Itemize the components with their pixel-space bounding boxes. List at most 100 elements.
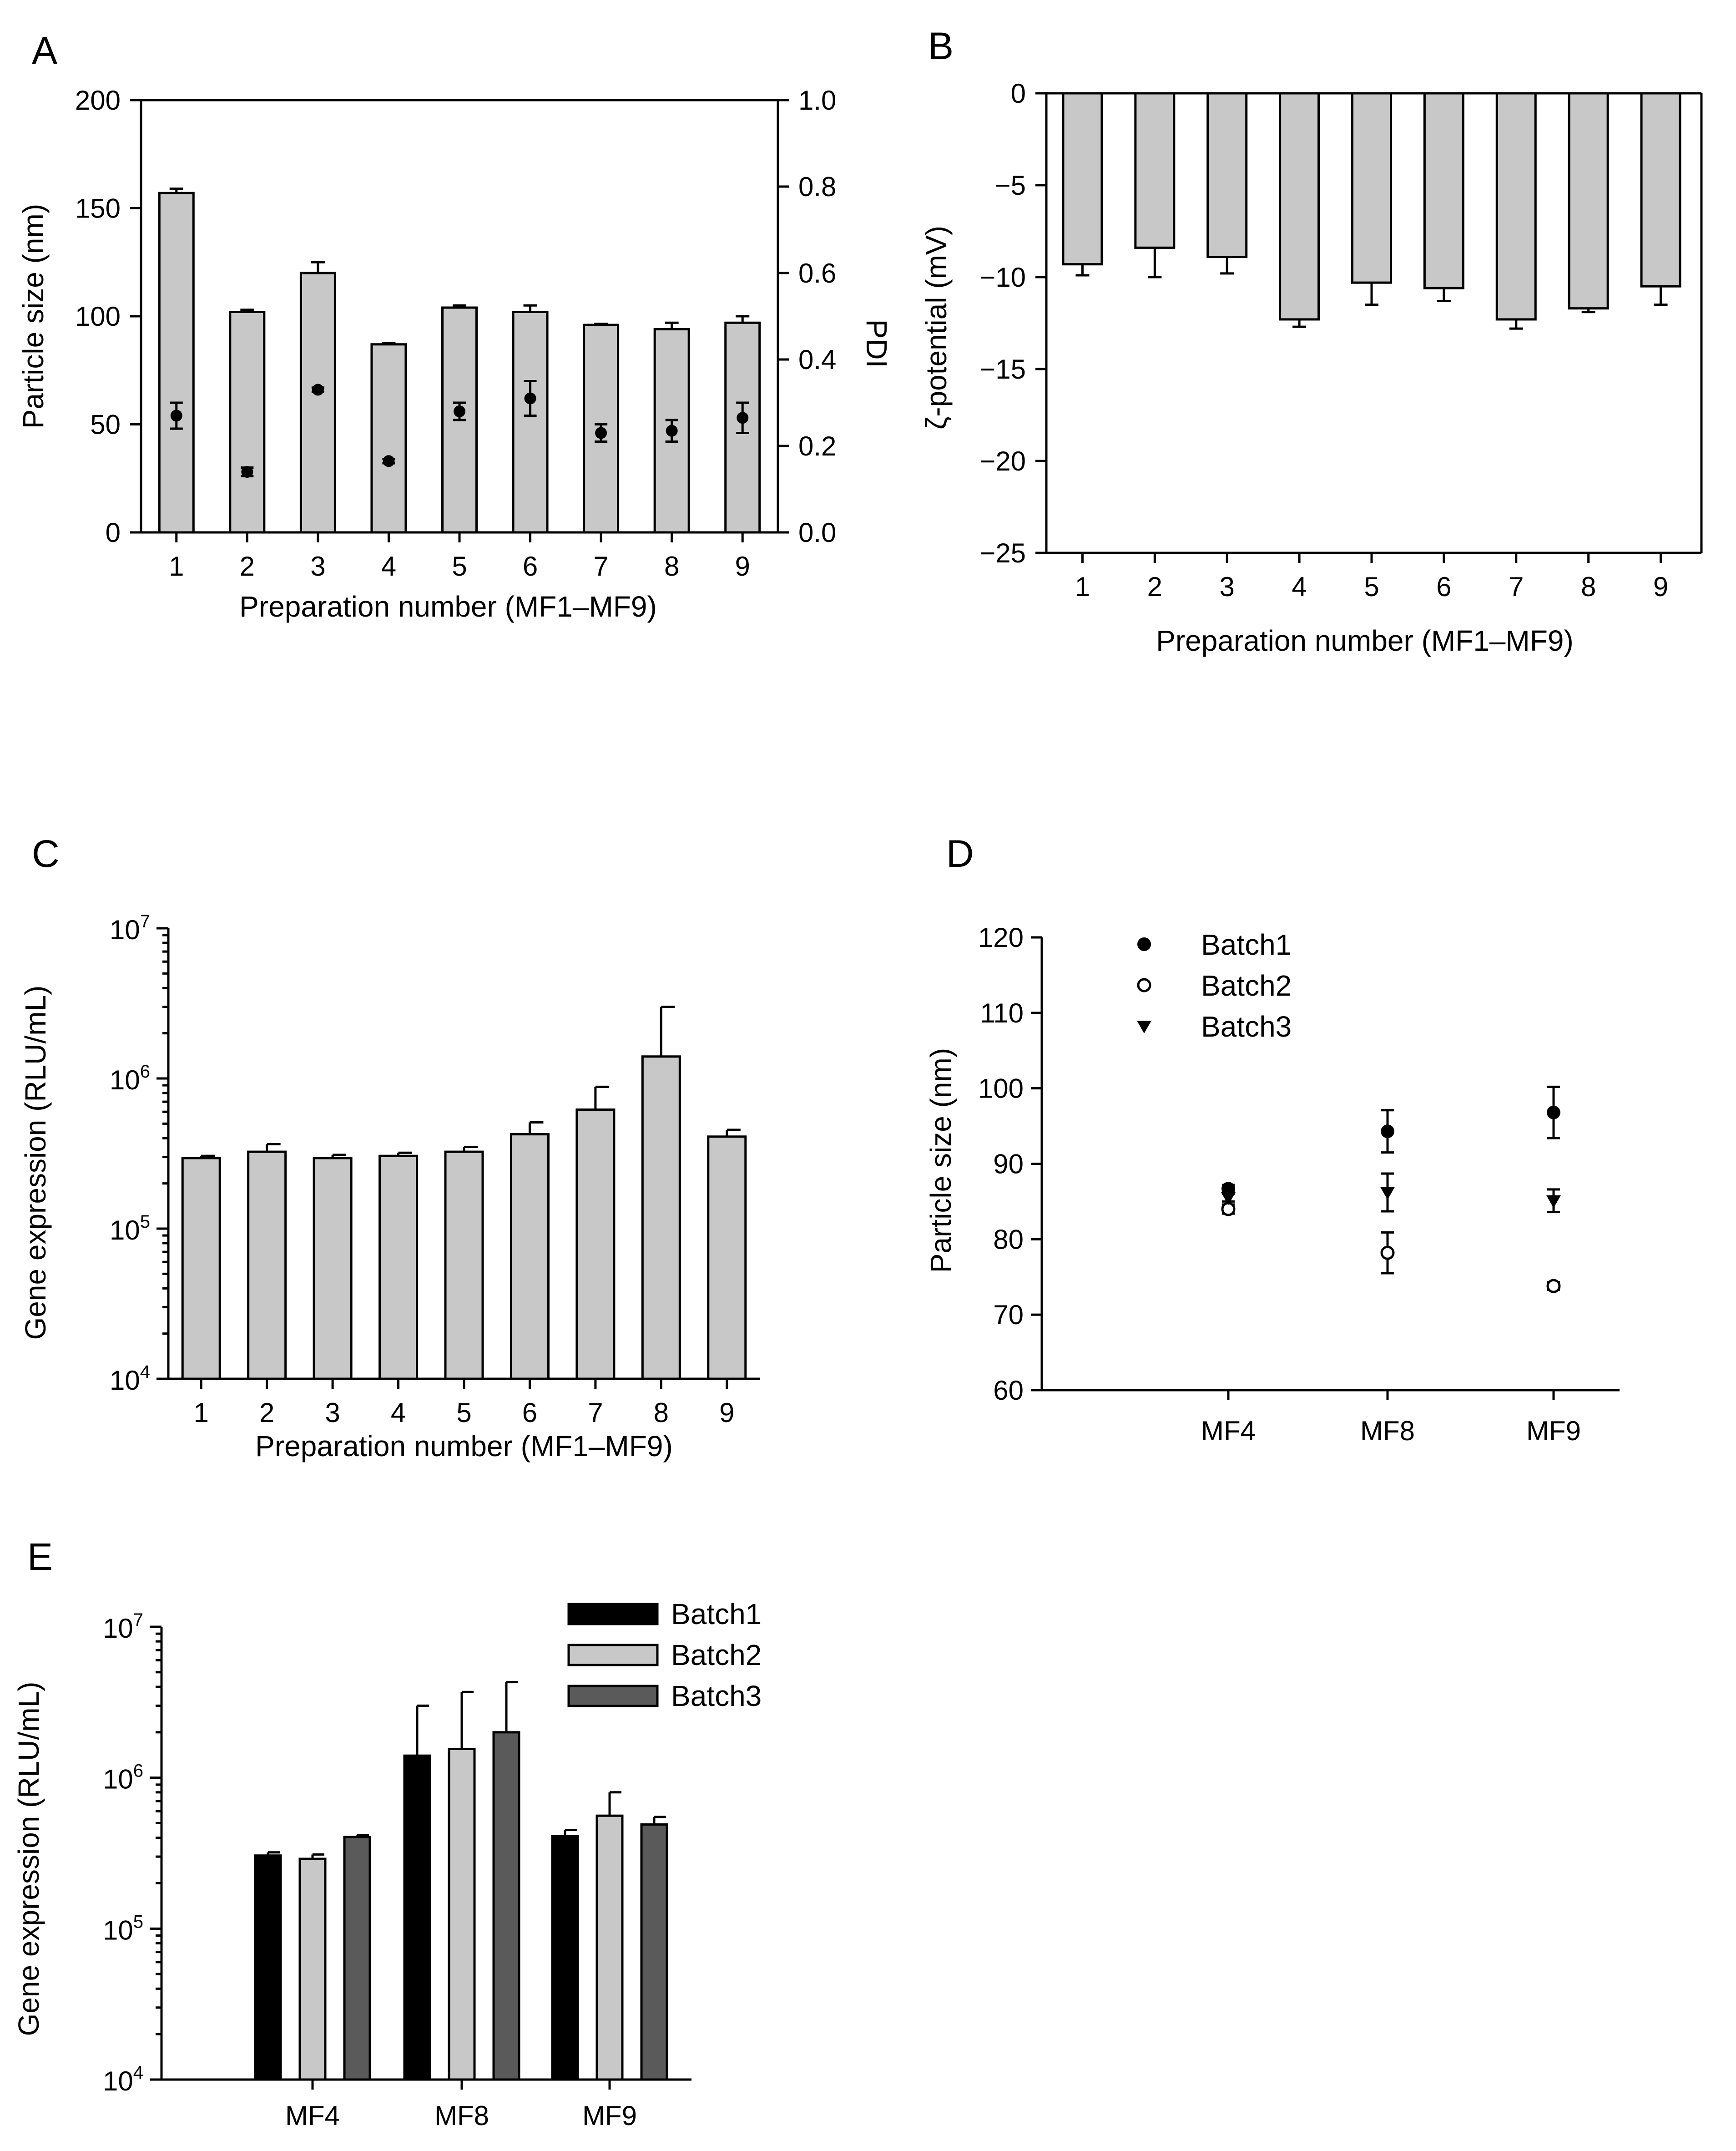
panel-a-bar-1 [158,192,195,534]
panel-b-bar-1 [1062,92,1103,266]
panel-b-bar-9 [1640,92,1681,288]
panel-d-legend-batch3-label: Batch3 [1201,1010,1292,1043]
panel-c-bar-1 [181,1157,221,1380]
panel-b-bar-8 [1568,92,1609,310]
panel-a-y-tick-label-200: 200 [75,85,121,116]
panel-a-y2-axis-title: PDI [860,319,893,368]
panel-a-x-tick-label-1: 1 [169,551,184,582]
panel-d-batch3-mf4-point [1221,1192,1236,1205]
panel-a-y-axis-title: Particle size (nm) [17,204,50,429]
panel-e-legend-batch3-label: Batch3 [671,1680,762,1712]
panel-b-x-tick-label-4: 4 [1292,572,1307,602]
panel-c-bar-3 [313,1157,353,1380]
panel-c-bar-2 [247,1150,287,1380]
panel-b-y-tick-label--20: −20 [979,446,1026,476]
panel-b-x-axis-title: Preparation number (MF1–MF9) [1156,624,1574,657]
panel-d-y-tick-label-80: 80 [993,1224,1024,1255]
panel-a-y-tick-label-100: 100 [75,301,121,332]
panel-d-batch3-mf8-point [1380,1187,1395,1200]
panel-a-y2-tick-label-0.0: 0.0 [798,517,836,548]
panel-e-bar-batch2-mf9 [595,1814,624,2081]
panel-e-y-tick-label-2: 106 [103,1761,143,1795]
panel-e-bar-batch1-mf8 [403,1754,431,2081]
panel-a-y2-tick-label-0.4: 0.4 [798,344,836,375]
panel-d-y-tick-label-110: 110 [980,998,1024,1028]
panel-a-bar-3 [299,272,336,534]
panel-e-y-axis-title: Gene expression (RLU/mL) [12,1682,45,2036]
panel-c-bar-6 [510,1133,550,1380]
panel-b-y-tick-label--15: −15 [979,354,1026,385]
panel-d-y-axis-title: Particle size (nm) [924,1048,957,1273]
panel-e-bar-batch2-mf8 [448,1748,476,2081]
panel-a-letter: A [32,29,57,72]
panel-b-y-tick-label--5: −5 [995,170,1026,201]
panel-d-batch1-mf9-point [1547,1105,1560,1119]
panel-a-pdi-point-8 [666,425,678,437]
panel-b-x-tick-label-8: 8 [1581,572,1596,602]
panel-a-x-tick-label-3: 3 [310,551,325,582]
panel-a-pdi-point-7 [595,427,607,439]
panel-e-legend-batch3-swatch [567,1685,659,1707]
panel-c-x-tick-label-8: 8 [654,1397,669,1428]
panel-b-y-tick-label-0: 0 [1011,78,1026,109]
panel-c-x-tick-label-4: 4 [391,1397,406,1428]
panel-b-x-tick-label-7: 7 [1509,572,1524,602]
panel-c-y-tick-label-1: 105 [110,1212,150,1245]
panel-e-y-tick-label-0: 104 [103,2063,143,2096]
panel-e-legend-batch1-swatch [567,1603,659,1625]
panel-a-bar-6 [512,311,549,534]
panel-a-y2-tick-label-0.6: 0.6 [798,258,836,288]
panel-c: C 1 2 3 4 5 6 7 8 9 104 105 106 107 Preparation numb… [19,832,760,1463]
panel-d-y-tick-label-90: 90 [993,1149,1024,1179]
panel-b-bar-6 [1423,92,1464,289]
panel-b-y-axis-title: ζ-potential (mV) [920,226,953,430]
panel-e-x-tick-label-MF4: MF4 [285,2100,340,2131]
panel-a-pdi-point-4 [383,455,395,467]
panel-a: A 1 2 3 4 5 6 7 8 9 0 50 100 150 200 0.0 0.2 0.4 0.6 0.8 1.… [17,29,893,623]
panel-a-y-tick-label-150: 150 [75,193,121,224]
panel-d-x-tick-label-MF9: MF9 [1526,1416,1581,1446]
panel-e-bar-batch3-mf8 [492,1731,520,2081]
panel-e-bar-batch1-mf9 [551,1835,579,2081]
panel-c-y-axis-title: Gene expression (RLU/mL) [19,986,52,1340]
panel-c-bar-5 [444,1150,484,1380]
panel-a-y2-tick-label-0.8: 0.8 [798,172,836,202]
panel-e-legend-batch2-label: Batch2 [671,1639,762,1671]
panel-d-legend-batch2-marker [1137,978,1151,992]
panel-d-y-tick-label-100: 100 [978,1073,1024,1104]
panel-a-x-axis-title: Preparation number (MF1–MF9) [239,590,657,623]
panel-d-letter: D [946,832,974,875]
panel-d: D MF4 MF8 MF9 60 70 80 90 100 110 120 Batch1 Batch2… [924,832,1620,1446]
panel-e: E MF4 MF8 MF9 104 105 106 107 Batch1 Batch2 Batch… [12,1535,762,2131]
panel-a-pdi-point-1 [170,410,182,422]
panel-e-bar-batch1-mf4 [254,1854,282,2081]
panel-a-x-tick-label-5: 5 [452,551,467,582]
panel-e-legend-batch2-swatch [567,1644,659,1666]
panel-b-x-tick-label-2: 2 [1147,572,1162,602]
panel-a-pdi-point-6 [524,392,536,405]
panel-b-x-tick-label-9: 9 [1653,572,1668,602]
panel-a-pdi-point-5 [454,405,465,417]
panel-a-x-tick-label-9: 9 [735,551,750,582]
panel-c-x-tick-label-3: 3 [325,1397,340,1428]
panel-a-x-tick-label-4: 4 [381,551,396,582]
panel-c-x-tick-label-2: 2 [259,1397,274,1428]
panel-b-x-tick-label-6: 6 [1436,572,1451,602]
panel-d-legend-batch3-marker [1137,1021,1151,1033]
panel-c-x-axis-title: Preparation number (MF1–MF9) [255,1430,673,1463]
panel-d-x-tick-label-MF8: MF8 [1360,1416,1415,1446]
panel-b-bar-2 [1134,92,1176,249]
panel-a-x-tick-label-8: 8 [664,551,679,582]
panel-a-y-tick-label-50: 50 [90,410,121,440]
panel-b-x-tick-label-3: 3 [1220,572,1235,602]
panel-d-batch2-mf8-point [1380,1245,1395,1260]
panel-d-batch1-mf8-point [1381,1124,1394,1139]
panel-a-bar-4 [370,343,407,534]
panel-d-batch2-mf9-point [1546,1279,1561,1293]
panel-a-pdi-point-3 [312,384,324,396]
panel-a-x-tick-label-2: 2 [240,551,255,582]
panel-e-y-tick-label-1: 105 [103,1912,143,1945]
panel-d-x-tick-label-MF4: MF4 [1201,1416,1256,1446]
panel-c-x-tick-label-9: 9 [719,1397,734,1428]
